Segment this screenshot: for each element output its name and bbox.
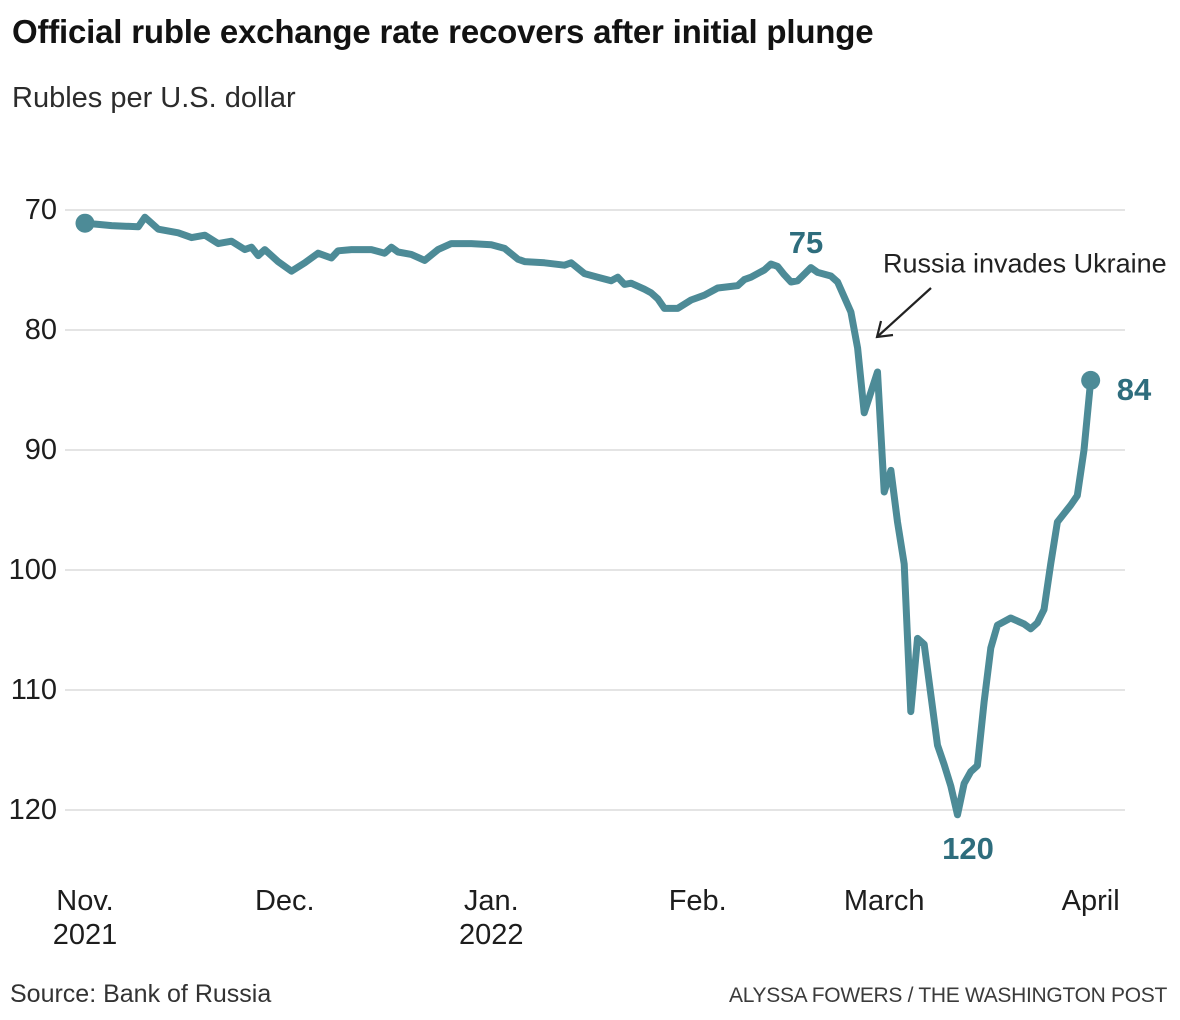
y-tick-label: 100: [8, 554, 57, 586]
x-tick-month: March: [843, 885, 925, 917]
x-tick-label: Jan. 2022: [421, 884, 561, 952]
annotation-arrowhead: [875, 320, 894, 339]
x-tick-label: Feb.: [628, 884, 768, 918]
annotation-arrow: [876, 287, 932, 338]
x-tick-label: Dec.: [215, 884, 355, 918]
y-tick-label: 110: [10, 674, 57, 706]
start-point-marker: [75, 213, 95, 233]
y-tick-label: 70: [24, 194, 57, 226]
chart-title: Official ruble exchange rate recovers af…: [12, 13, 874, 50]
x-tick-year: 2022: [458, 919, 524, 951]
x-tick-month: April: [1061, 885, 1120, 917]
credit-note: ALYSSA FOWERS / THE WASHINGTON POST: [729, 984, 1167, 1007]
x-tick-label: April: [1021, 884, 1161, 918]
chart-subtitle: Rubles per U.S. dollar: [12, 82, 296, 114]
x-tick-label: March: [814, 884, 954, 918]
x-tick-month: Feb.: [668, 885, 727, 917]
x-tick-month: Jan.: [463, 885, 519, 917]
annotation-end-value: 84: [1116, 372, 1152, 407]
source-note: Source: Bank of Russia: [10, 980, 272, 1008]
y-tick-label: 90: [24, 434, 57, 466]
end-point-marker: [1081, 370, 1101, 390]
x-tick-month: Dec.: [254, 885, 315, 917]
data-line: [81, 213, 1095, 819]
annotation-low-value: 120: [942, 831, 994, 866]
x-tick-month: Nov.: [56, 885, 114, 917]
y-tick-label: 80: [24, 314, 57, 346]
y-tick-label: 120: [8, 794, 57, 826]
annotation-peak-value: 75: [788, 225, 824, 260]
x-tick-label: Nov. 2021: [15, 884, 155, 952]
x-tick-year: 2021: [52, 919, 118, 951]
annotation-invasion-label: Russia invades Ukraine: [883, 248, 1167, 279]
